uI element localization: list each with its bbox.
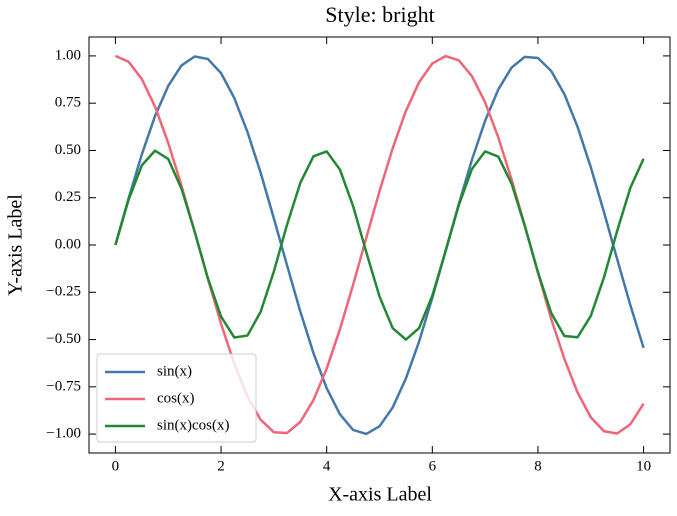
y-tick-label: 1.00 [55,47,81,63]
x-tick-label: 0 [112,458,120,474]
y-tick-label: 0.25 [55,189,81,205]
x-tick-label: 8 [534,458,542,474]
x-tick-label: 10 [636,458,651,474]
y-tick-label: 0.00 [55,236,81,252]
plot-frame [88,36,671,454]
y-tick-label: −0.75 [46,378,81,394]
legend-label: sin(x)cos(x) [157,417,229,433]
y-tick-label: −0.50 [46,331,81,347]
y-tick-label: −1.00 [46,426,81,442]
series-line [114,55,645,436]
series-line [114,149,645,341]
x-tick-label: 2 [217,458,225,474]
legend-label: sin(x) [157,363,192,379]
x-axis-label: X-axis Label [328,484,432,506]
y-tick-label: −0.25 [46,284,81,300]
legend-box [96,353,257,443]
y-tick-label: 0.75 [55,95,81,111]
legend-label: cos(x) [157,390,195,406]
x-tick-label: 4 [323,458,331,474]
x-tick-label: 6 [429,458,437,474]
y-tick-label: 0.50 [55,142,81,158]
chart-title: Style: bright [325,2,434,27]
y-axis-label: Y-axis Label [5,194,27,296]
